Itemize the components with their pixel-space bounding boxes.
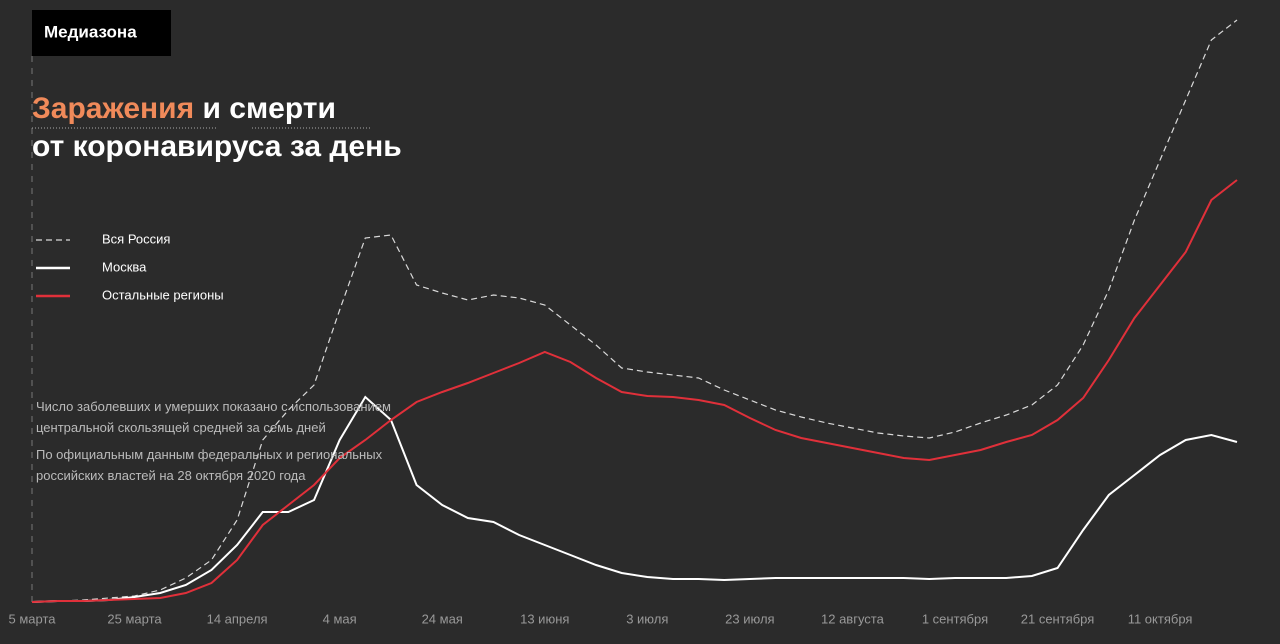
- title-infections: Заражения: [32, 92, 194, 125]
- x-tick-label: 23 июля: [725, 611, 774, 626]
- x-tick-label: 1 сентября: [922, 611, 988, 626]
- x-tick-label: 21 сентября: [1021, 611, 1095, 626]
- series-line: [31, 19, 1238, 603]
- plot: 5 марта 25 марта 14 апреля 4 мая 24 мая 13 ию…: [9, 19, 1238, 626]
- annotation-line: российских властей на 28 октября 2020 го…: [36, 468, 306, 483]
- x-tick-label: 14 апреля: [207, 611, 268, 626]
- annotation: Число заболевших и умерших показано с ис…: [36, 399, 391, 435]
- x-tick-label: 3 июля: [626, 611, 668, 626]
- chart-title: от коронавируса за день: [32, 130, 402, 163]
- annotation-line: По официальным данным федеральных и реги…: [36, 447, 383, 462]
- series-line: [31, 179, 1238, 603]
- annotation-line: центральной скользящей средней за семь д…: [36, 420, 326, 435]
- title-deaths: смерти: [229, 92, 336, 125]
- logo-box: [32, 10, 171, 56]
- legend-label: Вся Россия: [102, 231, 170, 246]
- legend-label: Остальные регионы: [102, 287, 224, 302]
- legend-label: Москва: [102, 259, 147, 274]
- chart-title: Заражения и смерти: [32, 92, 336, 125]
- annotations: Число заболевших и умерших показано с ис…: [36, 399, 391, 483]
- x-tick-label: 11 октября: [1128, 611, 1193, 626]
- x-tick-label: 24 мая: [422, 611, 463, 626]
- x-tick-label: 13 июня: [520, 611, 569, 626]
- annotation-line: Число заболевших и умерших показано с ис…: [36, 399, 391, 414]
- logo: Медиазона: [44, 22, 137, 41]
- series-line: [31, 395, 1238, 603]
- x-tick-label: 5 марта: [9, 611, 57, 626]
- x-tick-label: 12 августа: [821, 611, 885, 626]
- title-and: и: [202, 92, 220, 125]
- annotation: По официальным данным федеральных и реги…: [36, 447, 383, 483]
- x-tick-label: 25 марта: [107, 611, 162, 626]
- x-tick-label: 4 мая: [323, 611, 357, 626]
